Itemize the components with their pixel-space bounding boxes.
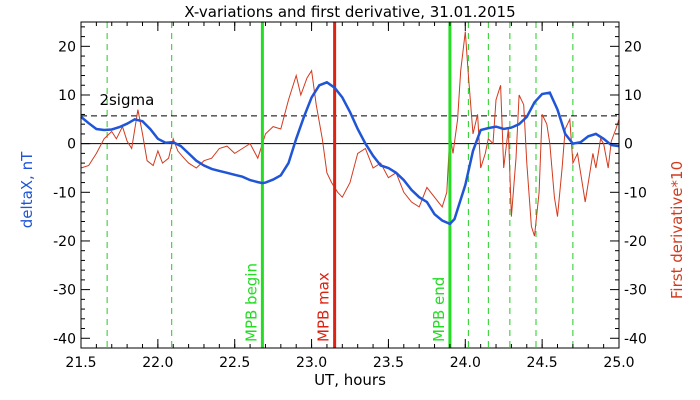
y-left-tick-label: 20 xyxy=(58,39,76,55)
chart-title: X-variations and first derivative, 31.01… xyxy=(184,3,515,21)
right-y-axis-label: First derivative*10 xyxy=(668,161,686,299)
x-tick-label: 23.0 xyxy=(296,355,327,371)
x-axis-label: UT, hours xyxy=(314,371,386,389)
y-right-tick-label: -40 xyxy=(624,331,647,347)
x-tick-label: 21.5 xyxy=(65,355,96,371)
x-tick-label: 22.0 xyxy=(142,355,173,371)
plot-frame xyxy=(80,21,620,349)
y-right-tick-label: 10 xyxy=(624,88,642,104)
x-tick-label: 24.5 xyxy=(527,355,558,371)
y-right-tick-label: -10 xyxy=(624,185,647,201)
y-left-tick-label: 10 xyxy=(58,88,76,104)
x-tick-label: 25.0 xyxy=(603,355,634,371)
mpb-marker-label: MPB end xyxy=(430,277,448,342)
y-right-tick-label: 0 xyxy=(624,137,633,153)
x-tick-label: 22.5 xyxy=(219,355,250,371)
y-right-tick-label: -30 xyxy=(624,283,647,299)
y-left-tick-label: -30 xyxy=(53,283,76,299)
y-right-tick-label: 20 xyxy=(624,39,642,55)
series-line-derivative xyxy=(80,31,620,237)
x-tick-label: 24.0 xyxy=(450,355,481,371)
y-left-tick-label: 0 xyxy=(67,137,76,153)
mpb-marker-label: MPB begin xyxy=(242,263,260,342)
series-line-deltax xyxy=(80,80,620,226)
mpb-marker-label: MPB max xyxy=(315,272,333,342)
x-tick-label: 23.5 xyxy=(373,355,404,371)
left-y-axis-label: deltaX, nT xyxy=(18,151,36,228)
plot-area: 2sigma MPB begin MPB max MPB end 21.5 22.0 22.… xyxy=(53,21,647,371)
threshold-label: 2sigma xyxy=(99,91,154,109)
y-left-tick-label: -20 xyxy=(53,234,76,250)
y-left-tick-label: -40 xyxy=(53,331,76,347)
y-left-tick-label: -10 xyxy=(53,185,76,201)
y-right-tick-label: -20 xyxy=(624,234,647,250)
